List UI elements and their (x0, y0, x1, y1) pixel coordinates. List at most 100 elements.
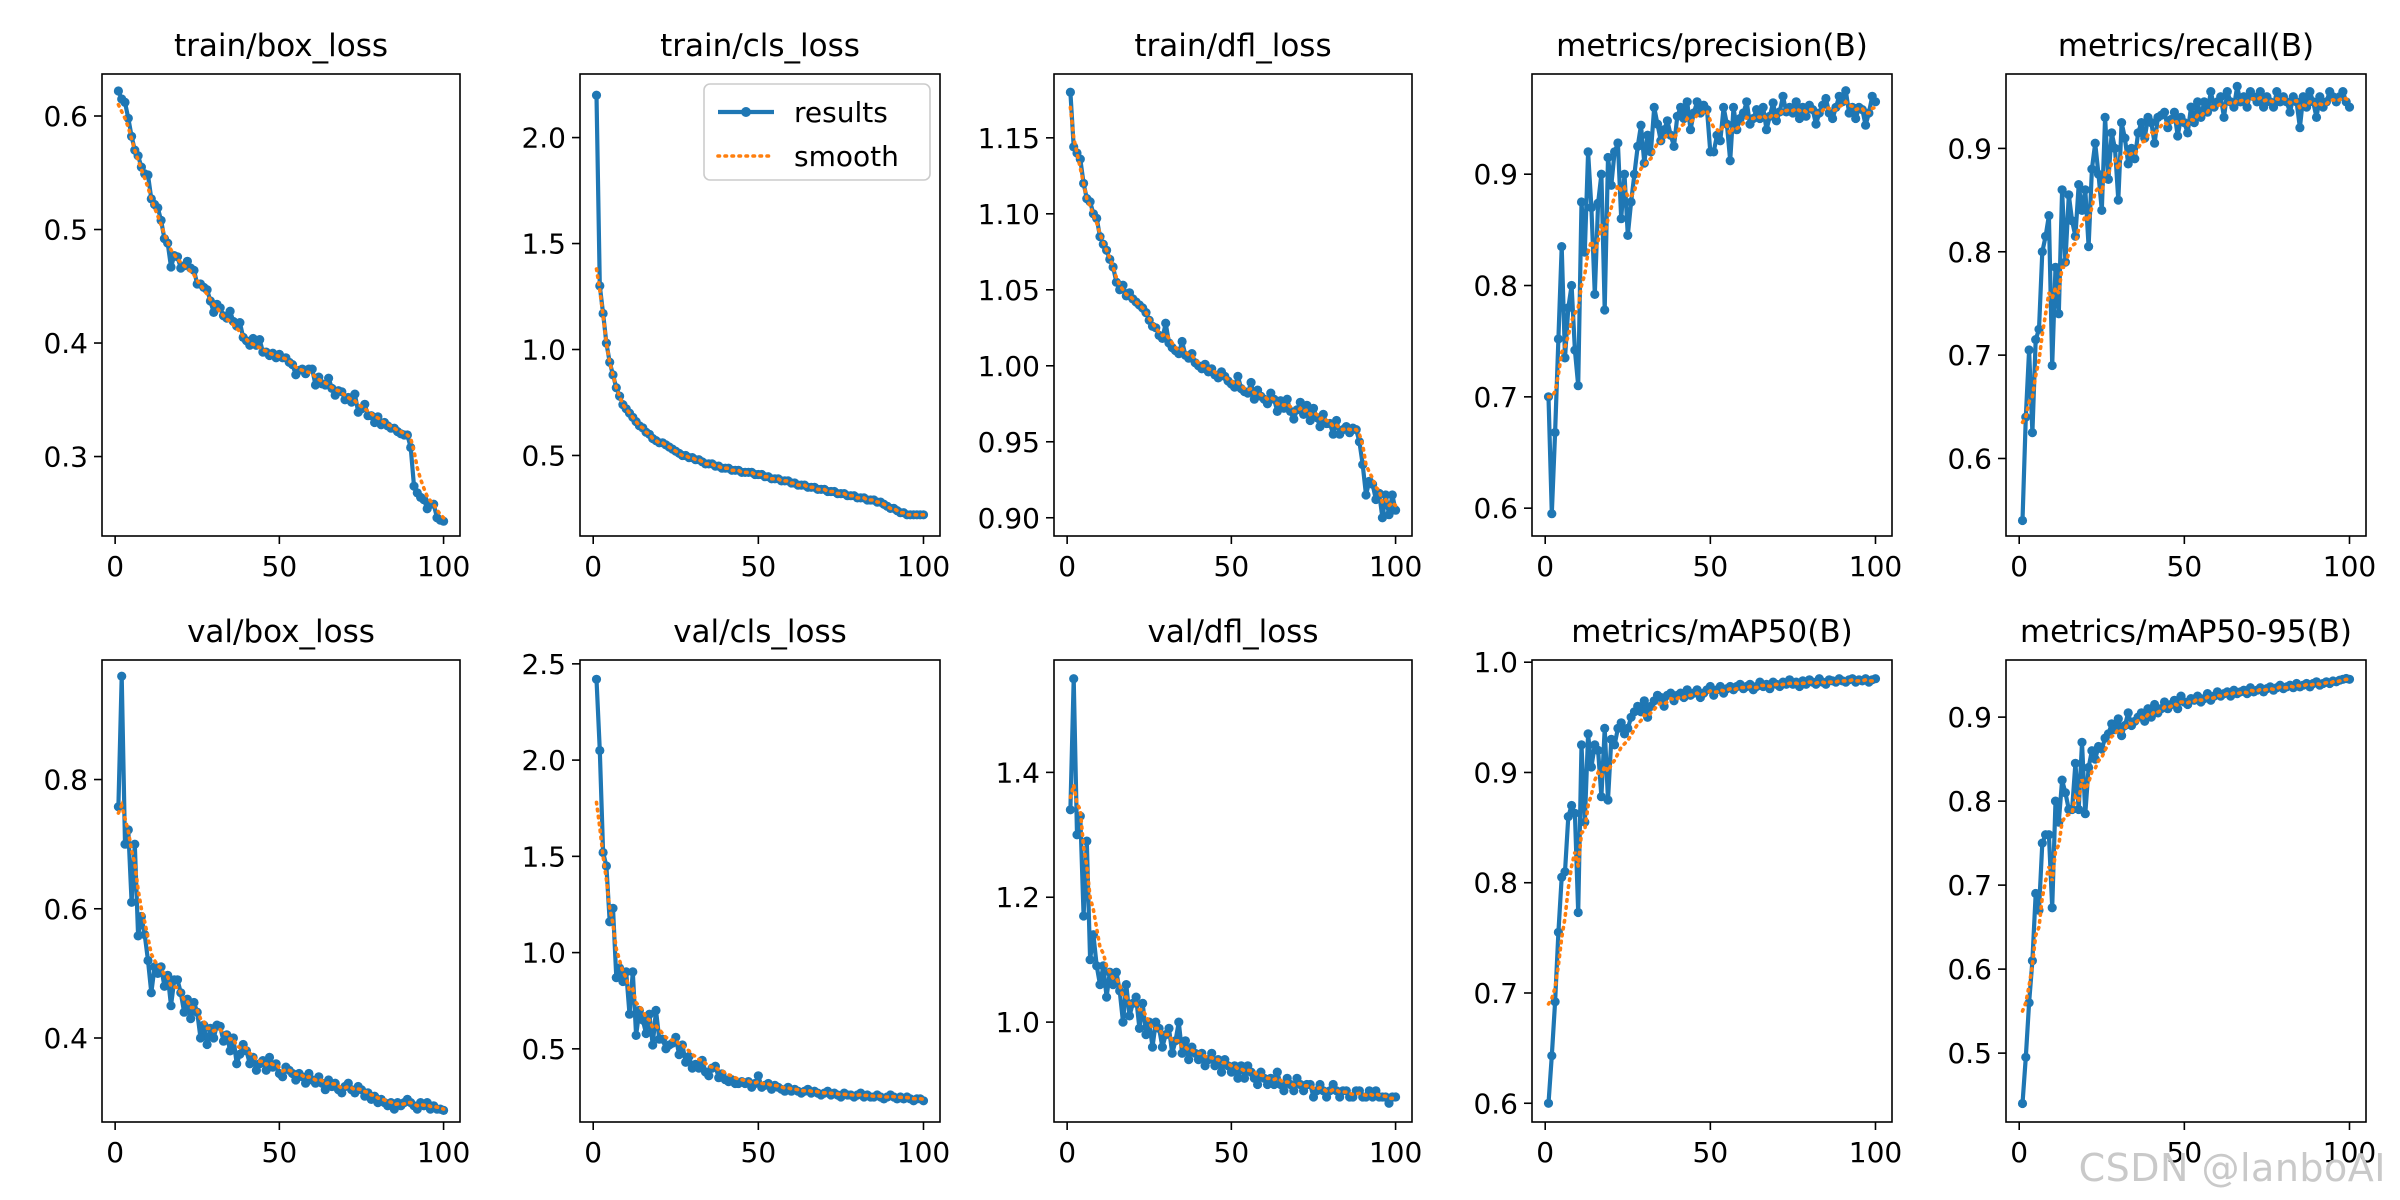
y-tick-label: 0.6 (1473, 492, 1518, 525)
results-point (1207, 1048, 1217, 1058)
results-point (2037, 838, 2047, 848)
results-point (209, 1033, 219, 1043)
results-point (1069, 674, 1079, 684)
subplot-title: metrics/precision(B) (1556, 28, 1868, 64)
results-point (1861, 120, 1871, 130)
y-tick-label: 0.6 (1947, 953, 1992, 986)
results-point (2268, 102, 2279, 112)
y-tick-label: 1.0 (521, 937, 566, 970)
results-point (1685, 125, 1696, 135)
y-tick-label: 0.5 (1947, 1037, 1992, 1070)
results-point (225, 306, 235, 316)
results-point (1557, 242, 1567, 252)
x-tick-label: 100 (897, 1136, 950, 1169)
results-point (2080, 185, 2090, 195)
subplot-title: metrics/recall(B) (2058, 28, 2314, 64)
plot-area (1065, 674, 1401, 1108)
results-point (1262, 399, 1273, 409)
y-tick-label: 0.95 (978, 426, 1040, 459)
results-point (1778, 91, 1788, 101)
y-tick-label: 0.4 (43, 1022, 88, 1055)
results-point (2050, 796, 2061, 806)
axes-frame (101, 73, 461, 537)
results-point (1828, 113, 1838, 124)
results-point (2126, 143, 2137, 153)
results-point (1643, 130, 1653, 140)
results-point (1141, 1030, 1151, 1040)
y-tick-label: 0.7 (1947, 339, 1992, 372)
y-tick-label: 0.6 (43, 893, 88, 926)
results-point (1328, 429, 1338, 439)
y-tick-label: 0.9 (1473, 756, 1518, 789)
results-point (2067, 216, 2077, 226)
results-point (1586, 762, 1596, 772)
x-tick-label: 0 (2010, 1136, 2028, 1169)
results-point (1596, 169, 1606, 179)
results-point (1174, 1017, 1184, 1027)
results-point (1613, 138, 1623, 148)
subplot-val-dfl-loss: val/dfl_loss 0 50 100 1.0 1.2 1.4 (995, 614, 1422, 1169)
results-point (2305, 87, 2315, 97)
axes-frame (579, 659, 941, 1123)
results-point (2050, 262, 2061, 272)
y-tick-label: 1.0 (1473, 646, 1518, 679)
results-point (2186, 102, 2196, 112)
results-point (595, 745, 605, 756)
results-point (117, 671, 127, 681)
results-point (1157, 1042, 1167, 1052)
results-point (1161, 318, 1171, 328)
results-point (1308, 403, 1319, 413)
y-tick-label: 1.5 (521, 840, 566, 873)
results-point (2074, 180, 2084, 190)
results-point (2097, 744, 2107, 754)
results-point (2041, 231, 2051, 241)
results-point (1102, 992, 1112, 1002)
axes-frame (101, 659, 461, 1123)
results-point (1626, 197, 1636, 207)
results-point (1715, 136, 1725, 146)
results-point (2084, 242, 2094, 252)
subplot-metrics-recall-b: metrics/recall(B) 0 50 100 0.6 0.7 0.8 0.9 (1947, 28, 2376, 583)
results-point (1870, 97, 1881, 107)
results-point (123, 113, 133, 123)
subplot-title: val/dfl_loss (1148, 614, 1319, 650)
y-tick-label: 0.9 (1947, 701, 1992, 734)
results-point (618, 976, 628, 987)
smooth-line (1546, 677, 1878, 1006)
results-point (2344, 674, 2355, 684)
results-point (1108, 980, 1118, 990)
results-point (1600, 723, 1610, 734)
results-point (1547, 509, 1557, 519)
results-point (2183, 128, 2193, 138)
y-tick-label: 0.8 (1947, 236, 1992, 269)
y-tick-label: 0.8 (1473, 270, 1518, 303)
results-point (182, 256, 192, 266)
results-point (1629, 169, 1639, 179)
results-point (1616, 718, 1626, 728)
y-tick-label: 2.5 (521, 648, 566, 681)
results-point (1138, 998, 1148, 1009)
results-point (2123, 708, 2133, 718)
y-tick-label: 1.5 (521, 228, 566, 261)
y-tick-label: 0.9 (1947, 132, 1992, 165)
results-point (439, 516, 449, 526)
smooth-line (594, 267, 926, 517)
plot-area (2017, 81, 2355, 526)
results-point (2272, 87, 2282, 97)
results-point (172, 975, 183, 985)
smooth-line (1546, 99, 1878, 399)
results-point (2259, 102, 2269, 112)
y-tick-label: 0.7 (1473, 381, 1518, 414)
y-tick-label: 1.15 (978, 122, 1040, 155)
results-point (419, 495, 429, 505)
y-tick-label: 1.2 (995, 881, 1040, 914)
results-point (127, 897, 137, 907)
axes-frame (579, 73, 941, 537)
results-point (1616, 214, 1626, 224)
x-tick-label: 0 (584, 1136, 602, 1169)
results-point (146, 988, 156, 998)
results-point (1576, 740, 1587, 750)
y-tick-label: 0.6 (1947, 442, 1992, 475)
results-point (1603, 152, 1613, 163)
subplot-metrics-map50-b: metrics/mAP50(B) 0 50 100 0.6 0.7 0.8 0.9 1.0 (1473, 614, 1902, 1169)
